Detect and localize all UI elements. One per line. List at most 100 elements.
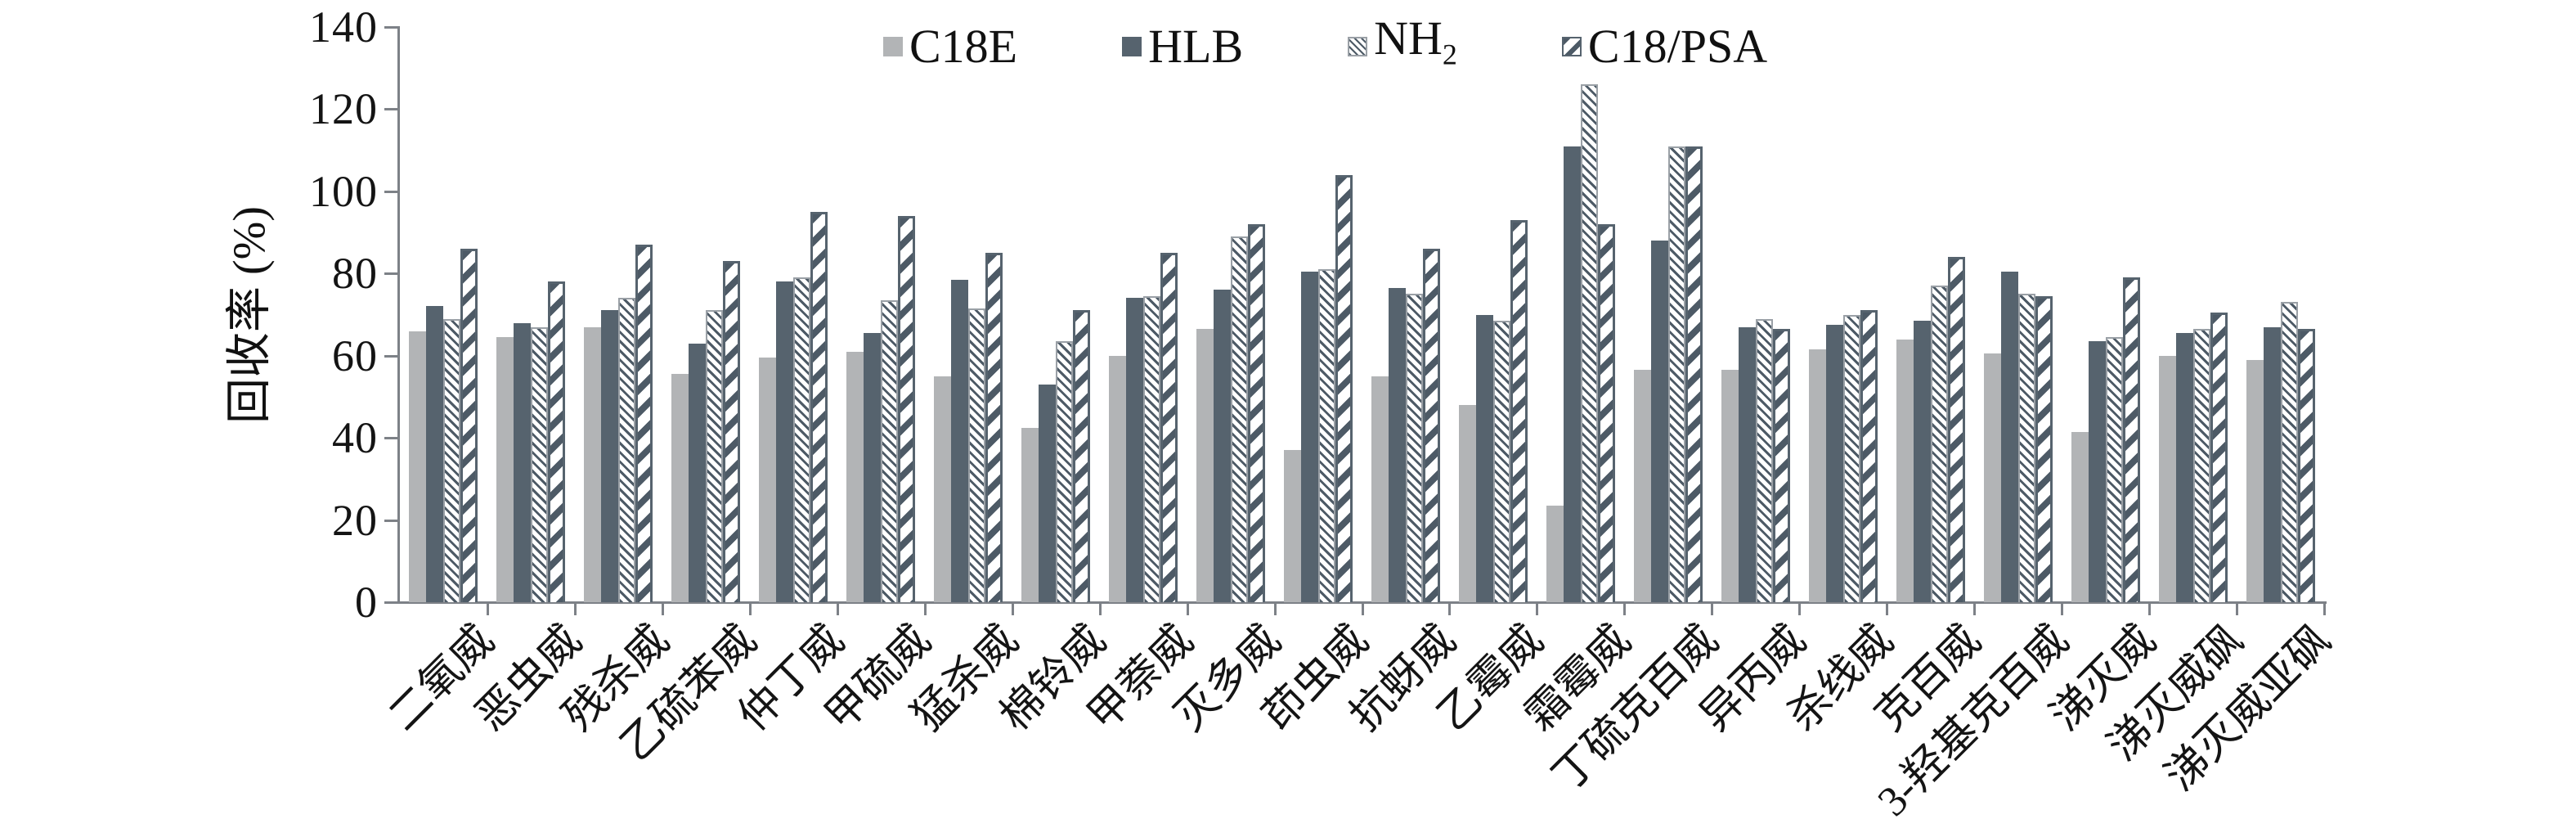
bar-NH2-3-羟基克百威 (2017, 294, 2035, 602)
y-tick (384, 354, 397, 358)
bar-C18E-3-羟基克百威 (1983, 353, 2001, 602)
bar-NH2-灭多威 (1231, 236, 1249, 602)
bar-NH2-甲硫威 (881, 299, 899, 602)
bar-C18/PSA-涕灭威 (2122, 277, 2140, 602)
x-tick (748, 604, 752, 615)
bar-C18E-乙硫苯威 (671, 374, 689, 602)
bar-HLB-丁硫克百威 (1650, 241, 1668, 602)
legend-label: C18/PSA (1587, 19, 1768, 73)
legend-item-HLB: HLB (1122, 19, 1244, 73)
y-tick (384, 26, 397, 29)
bar-HLB-霜霉威 (1563, 146, 1581, 602)
bar-C18E-涕灭威亚砜 (2246, 359, 2264, 602)
bar-NH2-残杀威 (618, 298, 636, 602)
bar-C18/PSA-茚虫威 (1335, 174, 1353, 602)
bar-C18E-抗蚜威 (1371, 376, 1389, 602)
y-tick (384, 108, 397, 111)
x-tick (2236, 604, 2239, 615)
bar-NH2-涕灭威 (2105, 337, 2123, 602)
legend-swatch-icon (1348, 36, 1368, 56)
bar-C18/PSA-猛杀威 (985, 253, 1003, 602)
bar-HLB-猛杀威 (951, 279, 969, 602)
bar-HLB-3-羟基克百威 (2000, 271, 2018, 602)
y-tick-label: 100 (309, 166, 378, 216)
legend-swatch-icon (1561, 36, 1582, 56)
bar-C18E-丁硫克百威 (1633, 370, 1651, 602)
bar-HLB-涕灭威 (2088, 341, 2106, 602)
bar-C18/PSA-丁硫克百威 (1685, 146, 1703, 602)
bar-NH2-霜霉威 (1580, 84, 1598, 602)
bar-C18/PSA-恶虫威 (548, 281, 566, 602)
bar-HLB-灭多威 (1214, 290, 1232, 602)
bar-NH2-乙霉威 (1492, 321, 1510, 602)
x-tick (1186, 604, 1189, 615)
legend-label: C18E (909, 19, 1018, 73)
bar-NH2-涕灭威砜 (2192, 329, 2210, 602)
y-tick (384, 272, 397, 276)
bar-C18E-甲萘威 (1109, 355, 1127, 602)
y-tick (384, 519, 397, 522)
x-tick (1623, 604, 1627, 615)
bar-HLB-仲丁威 (776, 281, 794, 602)
bar-HLB-异丙威 (1738, 326, 1756, 602)
bar-C18E-恶虫威 (496, 337, 514, 602)
y-tick-label: 20 (332, 495, 378, 545)
bar-NH2-涕灭威亚砜 (2280, 302, 2298, 602)
x-tick (923, 604, 927, 615)
y-tick-label: 0 (355, 578, 378, 627)
bar-C18/PSA-仲丁威 (810, 211, 828, 602)
bar-HLB-乙硫苯威 (689, 343, 707, 602)
bar-C18/PSA-涕灭威砜 (2210, 312, 2228, 602)
x-tick (1973, 604, 1977, 615)
bar-C18/PSA-甲萘威 (1160, 253, 1178, 602)
bar-NH2-仲丁威 (793, 277, 811, 602)
x-tick (2061, 604, 2064, 615)
bar-C18E-残杀威 (584, 326, 602, 602)
bar-HLB-涕灭威亚砜 (2263, 326, 2281, 602)
y-axis-title-text: 回收率 (%) (224, 206, 276, 424)
bar-HLB-茚虫威 (1301, 271, 1319, 602)
bar-C18E-霜霉威 (1546, 505, 1564, 602)
bar-C18E-甲硫威 (846, 351, 864, 602)
bar-NH2-异丙威 (1755, 318, 1773, 602)
y-tick-label: 40 (332, 413, 378, 463)
legend-item-C18E: C18E (883, 19, 1018, 73)
bar-NH2-丁硫克百威 (1667, 146, 1685, 602)
x-tick (486, 604, 489, 615)
y-tick-label: 140 (309, 2, 378, 52)
y-axis-line (397, 26, 400, 604)
bar-C18/PSA-霜霉威 (1597, 224, 1615, 602)
bar-HLB-涕灭威砜 (2175, 333, 2193, 602)
x-tick (836, 604, 839, 615)
bar-NH2-二氧威 (443, 318, 461, 602)
x-tick (1711, 604, 1714, 615)
x-tick (1011, 604, 1014, 615)
x-tick (661, 604, 664, 615)
bar-HLB-克百威 (1913, 321, 1931, 602)
x-tick (2148, 604, 2152, 615)
x-axis-line (397, 601, 2327, 604)
legend: C18E HLB NH2 C18/PSA (883, 15, 1767, 79)
legend-label: HLB (1148, 19, 1244, 73)
bar-NH2-恶虫威 (531, 326, 549, 602)
y-tick (384, 437, 397, 440)
bar-C18E-杀线威 (1808, 349, 1826, 602)
legend-label: NH2 (1374, 11, 1457, 71)
bar-HLB-残杀威 (601, 310, 619, 602)
bar-C18E-涕灭威砜 (2158, 355, 2176, 602)
legend-swatch-icon (883, 36, 903, 56)
legend-item-C18/PSA: C18/PSA (1561, 19, 1768, 73)
legend-swatch-icon (1122, 36, 1142, 56)
bar-C18E-灭多威 (1196, 329, 1214, 602)
bar-NH2-杀线威 (1842, 314, 1860, 602)
bar-HLB-恶虫威 (514, 322, 532, 602)
legend-item-NH2: NH2 (1348, 15, 1457, 79)
x-tick (1886, 604, 1889, 615)
bar-NH2-甲萘威 (1143, 295, 1161, 602)
bar-C18E-仲丁威 (759, 358, 777, 602)
bar-HLB-杀线威 (1825, 325, 1843, 602)
bar-C18E-异丙威 (1721, 370, 1739, 602)
bar-C18/PSA-异丙威 (1772, 329, 1790, 602)
bar-C18/PSA-灭多威 (1248, 224, 1266, 602)
